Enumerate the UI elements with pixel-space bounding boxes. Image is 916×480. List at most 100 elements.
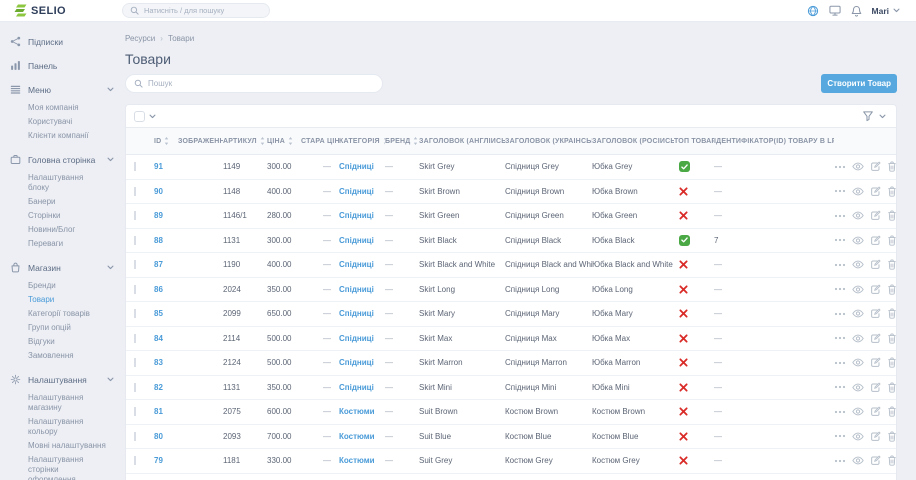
row-checkbox[interactable]	[134, 358, 136, 368]
view-button[interactable]	[852, 407, 864, 416]
view-button[interactable]	[852, 334, 864, 343]
view-button[interactable]	[852, 187, 864, 196]
view-button[interactable]	[852, 432, 864, 441]
row-id-link[interactable]: 91	[154, 162, 163, 172]
sort-icon[interactable]	[164, 137, 169, 145]
sidebar-section-homepage[interactable]: Головна сторінка	[10, 154, 118, 165]
sidebar-item[interactable]: Банери	[28, 197, 56, 206]
edit-button[interactable]	[870, 382, 881, 393]
sidebar-section-settings[interactable]: Налаштування	[10, 374, 118, 385]
sidebar-item[interactable]: Налаштування магазину	[28, 393, 84, 412]
category-link[interactable]: Костюми	[339, 407, 375, 417]
column-header[interactable]: КАТЕГОРІЯ	[339, 137, 385, 145]
view-button[interactable]	[852, 456, 864, 465]
sidebar-section-subscriptions[interactable]: Підписки	[10, 36, 118, 47]
sort-icon[interactable]	[288, 137, 293, 145]
category-link[interactable]: Спідниці	[339, 186, 374, 196]
more-actions-button[interactable]	[834, 165, 846, 169]
row-id-link[interactable]: 81	[154, 407, 163, 417]
sort-icon[interactable]	[260, 137, 265, 145]
row-checkbox[interactable]	[134, 284, 136, 294]
breadcrumb-resources[interactable]: Ресурси	[125, 34, 156, 43]
filter-icon[interactable]	[862, 110, 874, 122]
sidebar-section-shop[interactable]: Магазин	[10, 262, 118, 273]
sidebar-item[interactable]: Налаштування сторінки оформлення замовле…	[28, 455, 84, 480]
row-id-link[interactable]: 87	[154, 260, 163, 270]
delete-button[interactable]	[887, 333, 896, 344]
more-actions-button[interactable]	[834, 336, 846, 340]
sidebar-item[interactable]: Налаштування блоку	[28, 173, 84, 192]
category-link[interactable]: Спідниці	[339, 309, 374, 319]
sidebar-section-menu[interactable]: Меню	[10, 84, 118, 95]
sort-icon[interactable]	[413, 137, 418, 145]
more-actions-button[interactable]	[834, 238, 846, 242]
row-id-link[interactable]: 85	[154, 309, 163, 319]
edit-button[interactable]	[870, 455, 881, 466]
table-search-input[interactable]	[148, 79, 374, 88]
category-link[interactable]: Спідниці	[339, 333, 374, 343]
view-button[interactable]	[852, 211, 864, 220]
column-header[interactable]: АРТИКУЛ	[223, 137, 267, 145]
select-dropdown-chevron-icon[interactable]	[149, 114, 156, 119]
row-id-link[interactable]: 82	[154, 382, 163, 392]
view-button[interactable]	[852, 358, 864, 367]
row-checkbox[interactable]	[134, 431, 136, 441]
row-checkbox[interactable]	[134, 456, 136, 466]
category-link[interactable]: Спідниці	[339, 382, 374, 392]
delete-button[interactable]	[887, 308, 896, 319]
edit-button[interactable]	[870, 284, 881, 295]
more-actions-button[interactable]	[834, 361, 846, 365]
select-all-checkbox[interactable]	[134, 110, 145, 122]
more-actions-button[interactable]	[834, 410, 846, 414]
edit-button[interactable]	[870, 210, 881, 221]
edit-button[interactable]	[870, 186, 881, 197]
sidebar-item[interactable]: Налаштування кольору	[28, 417, 84, 436]
sidebar-item[interactable]: Клієнти компанії	[28, 131, 89, 140]
row-checkbox[interactable]	[134, 333, 136, 343]
edit-button[interactable]	[870, 357, 881, 368]
row-checkbox[interactable]	[134, 309, 136, 319]
row-id-link[interactable]: 79	[154, 456, 163, 466]
row-checkbox[interactable]	[134, 162, 136, 172]
language-globe-icon[interactable]	[807, 5, 819, 17]
view-button[interactable]	[852, 236, 864, 245]
row-checkbox[interactable]	[134, 186, 136, 196]
sidebar-section-dashboard[interactable]: Панель	[10, 60, 118, 71]
sidebar-item[interactable]: Замовлення	[28, 351, 74, 360]
sidebar-item[interactable]: Новини/Блог	[28, 225, 76, 234]
delete-button[interactable]	[887, 161, 896, 172]
create-product-button[interactable]: Створити Товар	[821, 74, 897, 93]
row-id-link[interactable]: 83	[154, 358, 163, 368]
category-link[interactable]: Костюми	[339, 456, 375, 466]
sidebar-item[interactable]: Товари	[28, 295, 55, 304]
category-link[interactable]: Спідниці	[339, 211, 374, 221]
row-checkbox[interactable]	[134, 407, 136, 417]
delete-button[interactable]	[887, 210, 896, 221]
delete-button[interactable]	[887, 406, 896, 417]
sidebar-item[interactable]: Мовні налаштування	[28, 441, 106, 450]
display-icon[interactable]	[828, 5, 841, 16]
row-checkbox[interactable]	[134, 235, 136, 245]
notifications-bell-icon[interactable]	[851, 5, 862, 17]
global-search-input[interactable]	[144, 6, 262, 15]
view-button[interactable]	[852, 285, 864, 294]
column-header[interactable]: ЦІНА	[267, 137, 301, 145]
edit-button[interactable]	[870, 161, 881, 172]
user-menu[interactable]: Mari	[872, 6, 900, 16]
global-search[interactable]	[122, 3, 270, 18]
row-id-link[interactable]: 80	[154, 431, 163, 441]
category-link[interactable]: Спідниці	[339, 260, 374, 270]
edit-button[interactable]	[870, 406, 881, 417]
sidebar-item[interactable]: Сторінки	[28, 211, 61, 220]
edit-button[interactable]	[870, 235, 881, 246]
edit-button[interactable]	[870, 259, 881, 270]
row-checkbox[interactable]	[134, 382, 136, 392]
sort-icon[interactable]	[383, 137, 385, 145]
sidebar-item[interactable]: Категорії товарів	[28, 309, 90, 318]
category-link[interactable]: Костюми	[339, 431, 375, 441]
more-actions-button[interactable]	[834, 312, 846, 316]
delete-button[interactable]	[887, 455, 896, 466]
more-actions-button[interactable]	[834, 287, 846, 291]
view-button[interactable]	[852, 162, 864, 171]
view-button[interactable]	[852, 260, 864, 269]
